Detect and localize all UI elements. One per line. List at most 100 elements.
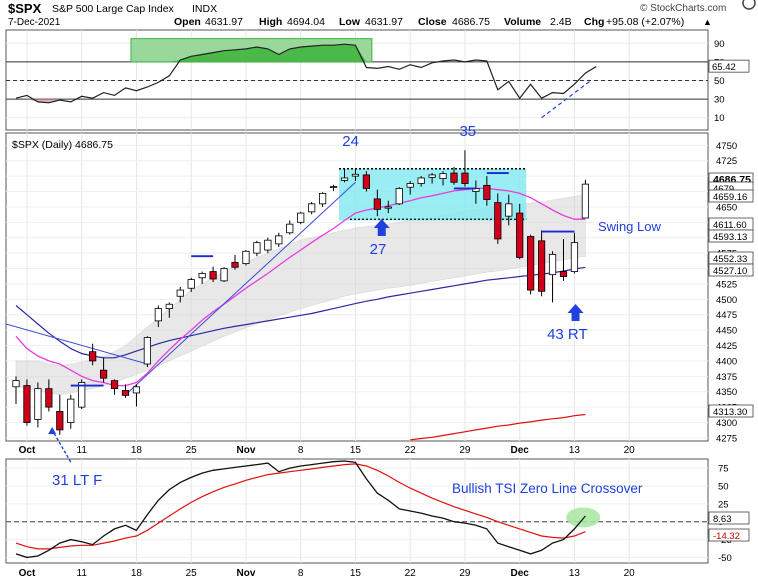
candle-down [89,351,97,362]
candle-down [209,271,217,280]
price-x-tick-label: 11 [77,445,88,456]
tsi-x-tick-label: 29 [459,568,471,579]
dashed-arrow-31 [51,429,72,463]
candle-up [340,177,349,181]
candle-up [242,250,250,264]
open-label: Open [174,16,201,28]
price-x-tick-label: 22 [405,445,417,456]
price-value-label: 4679 [713,184,734,195]
rsi-fill-area [136,44,367,62]
tsi-value-label: 8.63 [713,514,732,525]
index-name: S&P 500 Large Cap Index [52,3,175,15]
candle-up [34,388,42,420]
candle-up [198,273,206,279]
candle-up [406,183,414,188]
candle-up [275,235,283,245]
chg-value: +95.08 (+2.07%) [606,16,684,28]
annotation-24: 24 [342,133,359,150]
candle-up [132,386,141,394]
date-label: 7-Dec-2021 [8,17,61,28]
price-y-tick-label: 4750 [716,141,737,152]
candle-down [56,411,64,431]
annotation-35: 35 [459,123,476,140]
candle-up [439,173,447,179]
tsi-line [15,460,586,559]
close-label: Close [418,16,447,28]
tsi-value-label: -14.32 [713,531,740,542]
rsi-last-value-label: 65.42 [712,62,736,73]
ma-fast-line [15,187,586,387]
tsi-x-tick-label: 22 [405,568,417,579]
candle-up [472,188,480,192]
candle-up [67,398,75,423]
candle-up [220,268,228,282]
price-y-tick-label: 4350 [716,387,737,398]
tsi-y-tick-label: 50 [718,482,729,493]
candle-up [143,337,151,365]
price-band [15,194,586,396]
price-value-label: 4527.10 [713,266,747,277]
price-x-tick-label: Dec [511,445,530,456]
price-y-tick-label: 4375 [716,372,737,383]
up-arrow-43-icon [567,304,584,321]
annotation-27: 27 [370,241,387,258]
tsi-title: Bullish TSI Zero Line Crossover [452,481,643,496]
exchange-label: INDX [192,3,217,15]
candle-up [351,173,360,177]
tsi-x-tick-label: Nov [236,568,255,579]
candle-up [12,380,20,388]
tsi-x-tick-label: 25 [186,568,198,579]
price-value-label: 4313.30 [713,407,747,418]
tsi-x-tick-label: Dec [511,568,530,579]
candle-down [121,390,130,396]
candle-down [483,184,491,200]
candle-up [286,223,294,234]
ma-mid-line [15,266,586,359]
candle-down [450,172,458,183]
candle-down [461,172,469,184]
candle-up [384,206,392,209]
price-y-tick-label: 4400 [716,356,737,367]
price-y-tick-label: 4525 [716,279,737,290]
price-x-tick-label: 20 [624,445,636,456]
candle-down [100,369,108,379]
price-y-tick-label: 4275 [716,433,737,444]
candle-up [264,239,272,251]
rsi-trend-line [541,80,592,119]
tsi-x-tick-label: 13 [569,568,581,579]
rsi-y-tick-label: 10 [714,113,725,124]
price-x-tick-label: Nov [236,445,255,456]
candle-up [581,183,590,219]
candle-up [548,253,557,276]
candle-down [231,261,239,268]
candle-down [559,271,568,277]
volume-label: Volume [504,16,541,28]
tsi-y-tick-label: 25 [718,499,729,510]
price-value-box [708,263,754,277]
downtrend-line [6,323,148,365]
price-x-tick-label: 8 [298,445,304,456]
tsi-x-tick-label: 11 [77,568,88,579]
candle-down [373,198,381,210]
rsi-y-tick-label: 90 [714,39,725,50]
tsi-x-tick-label: 8 [298,568,304,579]
price-y-tick-label: 4475 [716,310,737,321]
brand-label: © StockCharts.com [640,3,726,14]
settings-icon[interactable] [742,0,756,10]
candle-down [362,174,371,189]
tsi-x-tick-label: 15 [350,568,362,579]
price-value-box [708,229,754,243]
price-x-tick-label: 15 [350,445,362,456]
annotation-swing-low: Swing Low [598,219,661,234]
price-y-tick-label: 4725 [716,156,737,167]
rsi-y-tick-label: 50 [714,76,725,87]
candle-down [494,202,502,240]
uptrend-line [125,181,356,396]
candle-up [176,289,184,297]
candle-up [505,203,513,217]
rsi-oversold-fill [16,99,60,103]
annotation-31-lt-f: 31 LT F [52,472,102,489]
price-value-label: 4659.16 [713,192,747,203]
low-label: Low [339,16,361,28]
tsi-x-tick-label: 18 [131,568,143,579]
